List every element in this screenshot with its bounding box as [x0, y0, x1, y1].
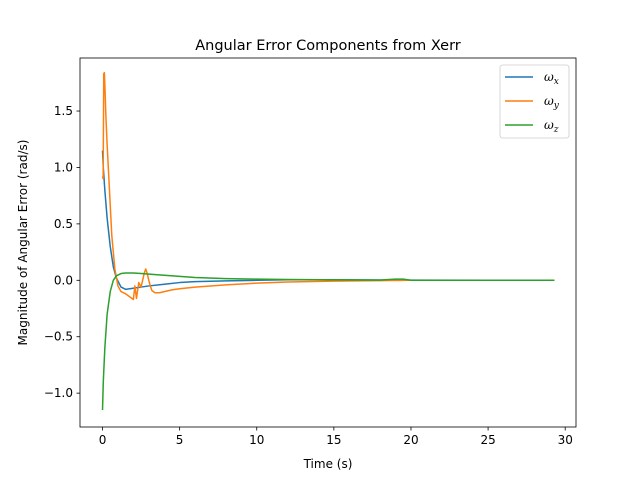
y-tick-label: 1.5	[54, 104, 73, 118]
x-tick-label: 5	[176, 433, 184, 447]
legend-box	[499, 64, 570, 139]
y-tick-label: −1.0	[44, 386, 73, 400]
y-tick-label: −0.5	[44, 330, 73, 344]
series-line-z	[101, 272, 555, 411]
y-tick-label: 1.0	[54, 160, 73, 174]
x-axis-label: Time (s)	[303, 457, 353, 471]
x-tick-label: 10	[249, 433, 264, 447]
legend-label-x: ωx	[544, 70, 559, 87]
x-tick-label: 20	[403, 433, 418, 447]
legend: ωx ωy ωz	[499, 64, 570, 139]
y-axis-label: Magnitude of Angular Error (rad/s)	[16, 140, 30, 346]
x-tick-label: 25	[480, 433, 495, 447]
legend-label-z: ωz	[544, 118, 559, 135]
x-tick-label: 30	[558, 433, 573, 447]
x-tick-label: 0	[99, 433, 107, 447]
legend-label-y: ωy	[544, 94, 560, 111]
axes-frame	[79, 57, 577, 428]
series-line-y	[101, 71, 555, 301]
chart-title: Angular Error Components from Xerr	[195, 38, 461, 54]
y-tick-label: 0.0	[54, 273, 73, 287]
x-tick-label: 15	[326, 433, 341, 447]
y-tick-label: 0.5	[54, 217, 73, 231]
plot-area: 0 5 10 15 20 25 30 −1.0 −0.5 0.0 0.5 1.0 1.5	[44, 57, 577, 447]
